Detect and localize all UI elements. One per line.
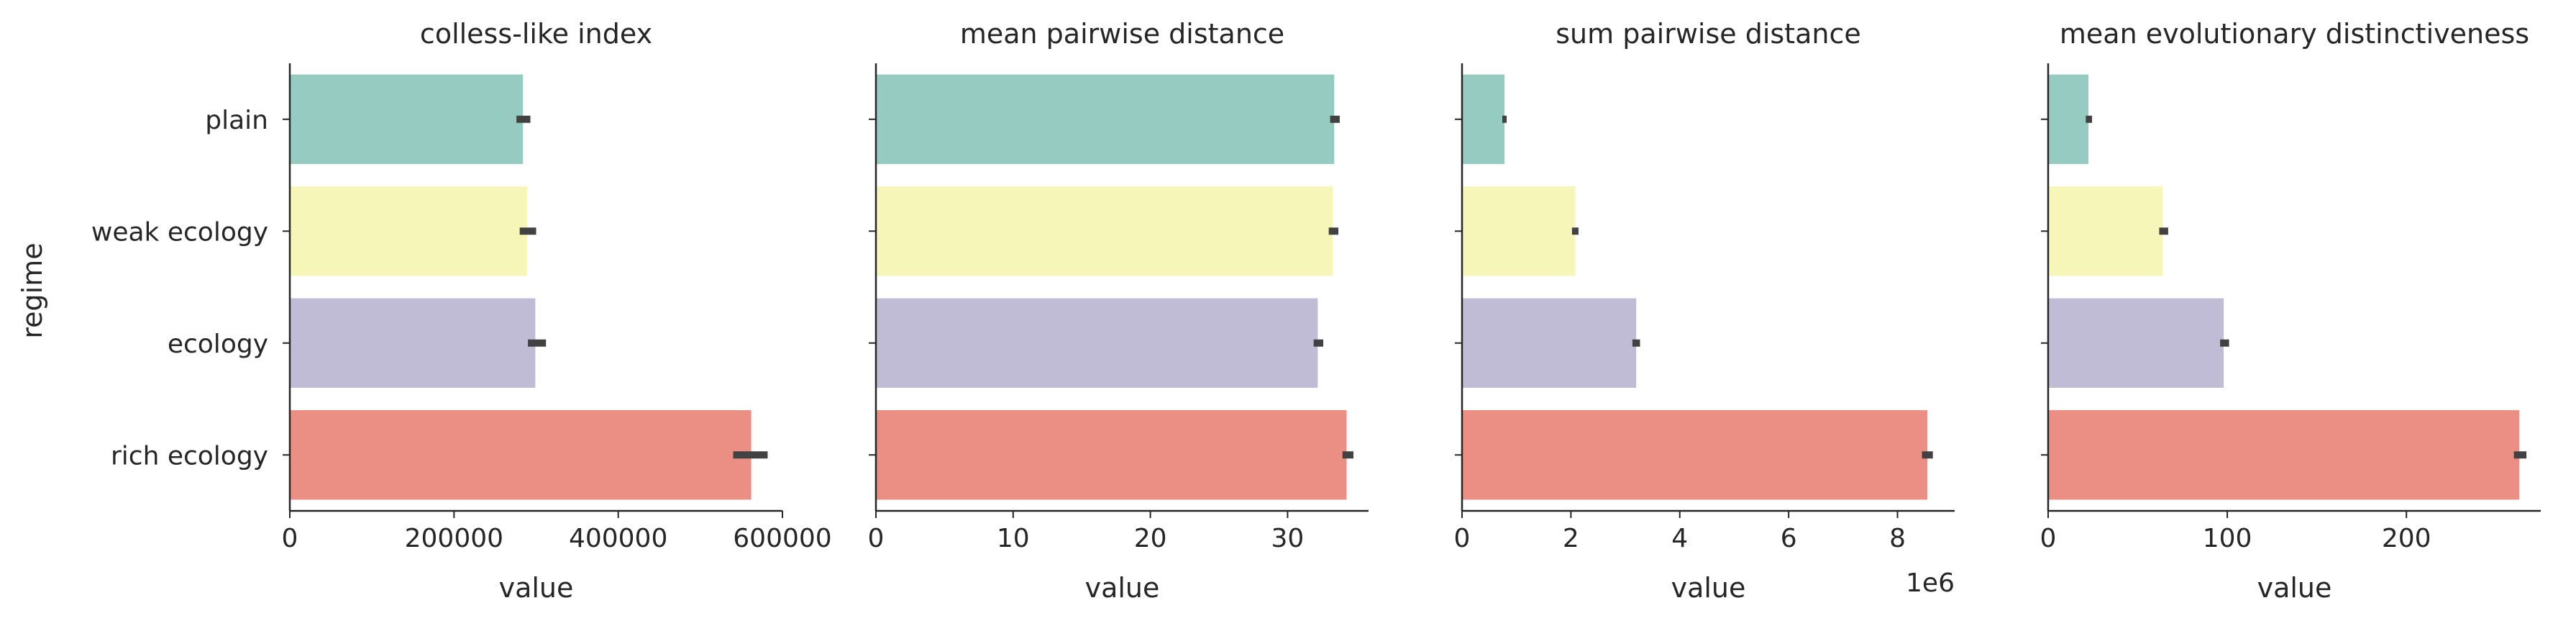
bar: [290, 74, 524, 164]
x-tick-label: 400000: [569, 524, 667, 553]
y-axis-label: regime: [17, 242, 48, 338]
x-tick-label: 200: [2382, 524, 2431, 553]
bar: [290, 410, 752, 500]
x-tick-label: 20: [1134, 524, 1167, 553]
x-tick-label: 0: [868, 524, 885, 553]
y-tick-label: weak ecology: [91, 217, 268, 247]
bar: [290, 298, 536, 388]
x-tick-label: 8: [1889, 524, 1906, 553]
bar: [1462, 74, 1505, 164]
subplot-colless-like-index: colless-like index plain weak ecology ecolo…: [91, 18, 832, 604]
y-tick-label: ecology: [168, 330, 268, 359]
x-tick-label: 30: [1271, 524, 1305, 553]
x-axis-label: value: [2257, 572, 2332, 604]
x-tick-label: 0: [2040, 524, 2057, 553]
x-tick-label: 100: [2203, 524, 2252, 553]
x-axis-label: value: [1671, 572, 1746, 604]
subplot-mean-pairwise-distance: mean pairwise distance 0 10 20 30 value: [868, 18, 1369, 604]
x-offset-text: 1e6: [1906, 568, 1955, 598]
bar: [1462, 186, 1576, 276]
x-tick-label: 600000: [733, 524, 831, 553]
x-tick-label: 4: [1671, 524, 1688, 553]
x-tick-label: 0: [282, 524, 298, 553]
x-tick-label: 10: [997, 524, 1030, 553]
x-axis-label: value: [1085, 572, 1160, 604]
subplot-title: mean pairwise distance: [960, 18, 1284, 50]
x-tick-label: 200000: [405, 524, 503, 553]
y-tick-label: rich ecology: [111, 441, 268, 471]
y-tick-label: plain: [205, 106, 268, 135]
x-tick-label: 2: [1563, 524, 1579, 553]
bar: [876, 186, 1333, 276]
bar: [876, 410, 1347, 500]
bar: [2048, 74, 2089, 164]
bar: [1462, 298, 1637, 388]
subplot-title: mean evolutionary distinctiveness: [2060, 18, 2529, 50]
bar: [2048, 186, 2163, 276]
bar: [2048, 410, 2520, 500]
x-tick-label: 6: [1781, 524, 1797, 553]
subplot-sum-pairwise-distance: sum pairwise distance 0 2 4 6 8 value 1e6: [1454, 18, 1955, 604]
subplot-mean-evolutionary-distinctiveness: mean evolutionary distinctiveness 0 100 200…: [2040, 18, 2541, 604]
bar: [876, 298, 1318, 388]
bar: [876, 74, 1335, 164]
bar: [290, 186, 527, 276]
bar: [1462, 410, 1928, 500]
subplot-title: colless-like index: [420, 18, 652, 50]
x-tick-label: 0: [1454, 524, 1471, 553]
x-axis-label: value: [499, 572, 574, 604]
subplot-title: sum pairwise distance: [1556, 18, 1860, 50]
bar: [2048, 298, 2224, 388]
